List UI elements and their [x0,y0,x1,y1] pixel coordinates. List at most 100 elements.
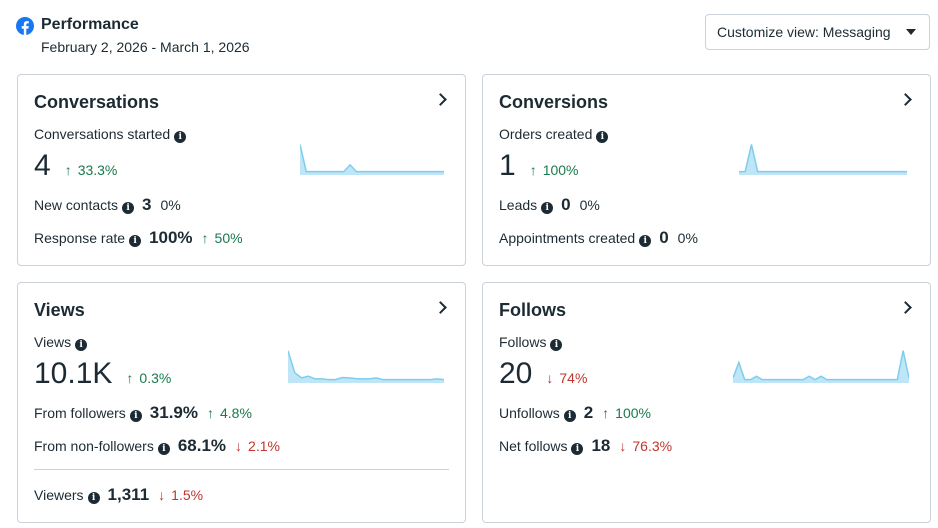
follows-card[interactable]: Follows Follows i 20 ↓ 74% Unfollows i 2 … [482,282,931,523]
chevron-right-icon[interactable] [434,301,447,314]
metric-row-unfollows: Unfollows i 2 ↑ 100% [499,403,651,423]
info-icon[interactable]: i [563,410,576,422]
row-delta: ↓ 2.1% [235,438,280,454]
row-value: 0 [561,195,571,214]
info-icon[interactable]: i [174,131,187,143]
card-title: Follows [499,300,566,320]
customize-view-dropdown[interactable]: Customize view: Messaging [705,14,930,50]
row-delta: ↑ 4.8% [207,405,252,421]
arrow-up-icon: ↑ [64,162,72,178]
card-title: Views [34,300,85,320]
info-icon[interactable]: i [596,131,609,143]
chevron-right-icon[interactable] [899,93,912,106]
caret-down-icon [906,29,916,35]
conversations-card[interactable]: Conversations Conversations started i 4 … [17,74,466,266]
delta-value: 4.8% [220,405,252,421]
metric-label-text: Conversations started [34,126,171,142]
info-icon[interactable]: i [541,202,554,214]
arrow-down-icon: ↓ [158,487,166,503]
sparkline-line [739,144,907,173]
row-label: New contacts [34,197,119,213]
row-label: Response rate [34,230,126,246]
arrow-up-icon: ↑ [201,230,209,246]
info-icon[interactable]: i [87,492,100,504]
row-label: Viewers [34,487,84,503]
metric-row-new-contacts: New contacts i 3 0% [34,195,181,215]
metric-row-from-followers: From followers i 31.9% ↑ 4.8% [34,403,252,423]
info-icon[interactable]: i [75,339,88,351]
sparkline-chart [288,350,444,383]
date-range: February 2, 2026 - March 1, 2026 [41,39,250,55]
row-value: 100% [149,228,193,247]
row-delta: 0% [579,197,600,213]
row-value: 68.1% [177,436,227,455]
metric-delta: ↓ 74% [546,370,587,386]
info-icon[interactable]: i [157,443,170,455]
info-icon[interactable]: i [571,443,584,455]
metric-delta: ↑ 0.3% [126,370,171,386]
row-value: 2 [583,403,594,422]
info-icon[interactable]: i [122,202,135,214]
row-label: From non-followers [34,438,154,454]
metric-label: Views i [34,334,88,351]
row-delta: ↑ 100% [602,405,651,421]
chevron-right-icon[interactable] [899,301,912,314]
info-icon[interactable]: i [129,410,142,422]
row-value: 0 [659,228,669,247]
metric-label-text: Views [34,334,72,350]
chevron-right-icon[interactable] [434,93,447,106]
metric-row-appointments: Appointments created i 0 0% [499,228,698,248]
row-label: Appointments created [499,230,636,246]
metric-value: 1 [499,149,516,182]
info-icon[interactable]: i [550,339,563,351]
delta-value: 100% [542,162,579,178]
facebook-icon [16,17,34,35]
metric-label: Orders created i [499,126,609,143]
sparkline-area [739,144,907,175]
metric-delta: ↑ 33.3% [65,162,118,178]
sparkline-chart [733,350,909,383]
info-icon[interactable]: i [129,235,142,247]
sparkline-line [288,350,444,381]
delta-value: 1.5% [171,487,204,503]
arrow-up-icon: ↑ [602,405,610,421]
info-icon[interactable]: i [639,235,652,247]
row-value: 31.9% [149,403,198,422]
delta-value: 74% [559,370,588,386]
delta-value: 2.1% [248,438,280,454]
row-delta: ↑ 50% [202,230,243,246]
arrow-up-icon: ↑ [207,405,214,421]
metric-label-text: Orders created [499,126,593,142]
row-value: 1,311 [107,485,150,504]
conversions-card[interactable]: Conversions Orders created i 1 ↑ 100% Lea… [482,74,931,266]
delta-value: 0.3% [139,370,172,386]
metric-primary: 1 ↑ 100% [499,149,579,183]
sparkline-line [733,350,909,381]
metric-row-leads: Leads i 0 0% [499,195,600,215]
metric-label: Follows i [499,334,563,351]
row-label: From followers [34,405,126,421]
page-title: Performance [41,16,139,33]
metric-row-net-follows: Net follows i 18 ↓ 76.3% [499,436,672,456]
row-label: Net follows [499,438,568,454]
card-title: Conversions [499,92,609,112]
row-value: 3 [142,195,152,214]
delta-value: 33.3% [77,162,118,178]
row-delta: ↓ 1.5% [158,487,203,503]
metric-label: Conversations started i [34,126,187,143]
metric-row-from-non-followers: From non-followers i 68.1% ↓ 2.1% [34,436,280,456]
row-delta: 0% [677,230,698,246]
metric-delta: ↑ 100% [530,162,579,178]
views-card[interactable]: Views Views i 10.1K ↑ 0.3% From followers… [17,282,466,523]
row-value: 18 [591,436,611,455]
row-label: Unfollows [499,405,560,421]
arrow-up-icon: ↑ [529,162,537,178]
metric-value: 20 [499,357,533,390]
sparkline-chart [739,144,907,175]
metric-label-text: Follows [499,334,547,350]
row-delta: ↓ 76.3% [619,438,672,454]
page-header: Performance February 2, 2026 - March 1, … [16,14,930,64]
row-delta: 0% [160,197,181,213]
delta-value: 76.3% [632,438,673,454]
arrow-down-icon: ↓ [546,370,554,386]
